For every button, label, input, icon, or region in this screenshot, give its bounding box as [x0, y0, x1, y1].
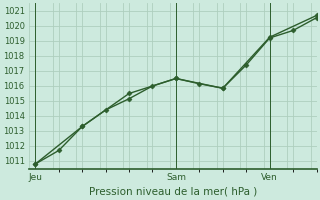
X-axis label: Pression niveau de la mer( hPa ): Pression niveau de la mer( hPa ) [89, 187, 257, 197]
